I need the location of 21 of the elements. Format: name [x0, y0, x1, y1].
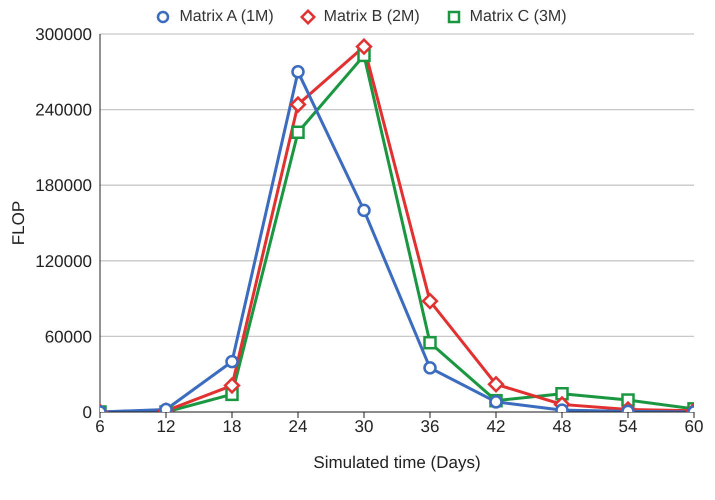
legend-label: Matrix C (3M)	[470, 8, 567, 26]
x-tick-label: 60	[684, 417, 704, 436]
y-tick-label: 0	[82, 403, 92, 422]
x-tick-label: 30	[354, 417, 374, 436]
x-tick-label: 6	[95, 417, 105, 436]
x-tick-label: 54	[618, 417, 638, 436]
x-axis-title: Simulated time (Days)	[313, 453, 481, 472]
legend-label: Matrix A (1M)	[179, 8, 274, 26]
y-axis-title: FLOP	[9, 200, 28, 246]
y-tick-label: 240000	[35, 100, 92, 120]
y-tick-label: 60000	[44, 327, 92, 346]
y-tick-label: 180000	[35, 176, 92, 196]
legend-label: Matrix B (2M)	[324, 8, 420, 26]
y-tick-label: 300000	[35, 25, 92, 44]
x-tick-label: 18	[222, 417, 242, 436]
x-tick-label: 36	[420, 417, 440, 436]
x-tick-label: 12	[156, 417, 176, 436]
y-tick-label: 120000	[35, 252, 92, 271]
x-tick-label: 42	[486, 417, 506, 436]
x-tick-label: 24	[288, 417, 308, 436]
x-tick-label: 48	[552, 417, 572, 436]
